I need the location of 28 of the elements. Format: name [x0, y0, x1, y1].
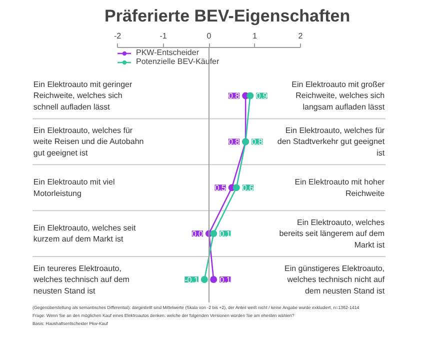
x-tick-label: 1: [252, 32, 258, 40]
legend-label: PKW-Entscheider: [136, 48, 199, 57]
x-tick-label: -2: [114, 32, 122, 40]
x-tick-label: 0: [206, 32, 212, 40]
data-label: 0.1: [220, 230, 232, 239]
y-tick-label: Ein Elektroauto, welches seit kurzem auf dem Markt ist: [33, 223, 136, 244]
legend-label: Potenzielle BEV-Käufer: [136, 57, 220, 66]
y2-tick-label: Ein Elektroauto mit großer Reichweite, welches sich langsam aufladen lässt: [292, 80, 386, 112]
y-tick-label: Ein teureres Elektroauto, welches technisch auf dem neusten Stand ist: [32, 264, 130, 296]
data-label: 0.6: [242, 184, 254, 193]
x-tick-label: -1: [160, 32, 168, 40]
data-label: -0.1: [184, 276, 199, 285]
data-label: 0.0: [192, 230, 204, 239]
y2-tick-label: Ein günstigeres Elektroauto, welches technisch nicht auf dem neusten Stand ist: [284, 264, 386, 296]
data-label: 0.8: [228, 92, 240, 101]
y-tick-label: Ein Elektroauto mit viel Motorleistung: [33, 178, 116, 198]
chart-title: Präferierte BEV-Eigenschaften: [104, 6, 350, 26]
data-label: 0.1: [220, 276, 232, 285]
y-tick-label: Ein Elektroauto, welches für weite Reisen und die Autobahn gut geeignet ist: [32, 126, 144, 158]
y2-tick-label: Ein Elektroauto, welches bereits seit längerem auf dem Markt ist: [279, 218, 386, 250]
data-label: 0.9: [256, 92, 268, 101]
y2-tick-label: Ein Elektroauto, welches für den Stadtverkehr gut geeignet ist: [277, 126, 386, 158]
data-label: 0.5: [214, 184, 226, 193]
data-label: 0.8: [228, 138, 240, 147]
y-tick-label: Ein Elektroauto mit geringer Reichweite, welches sich schnell aufladen lässt: [33, 80, 132, 112]
data-label: 0.8: [252, 138, 264, 147]
x-tick-label: 2: [298, 32, 304, 40]
y2-tick-label: Ein Elektroauto mit hoher Reichweite: [294, 178, 386, 198]
